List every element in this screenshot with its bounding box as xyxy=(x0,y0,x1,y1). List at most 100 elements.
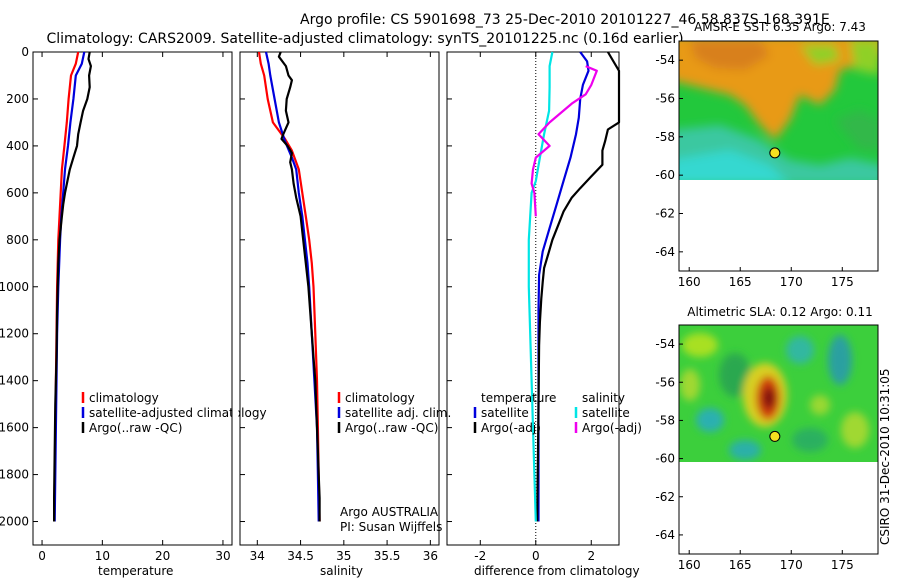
legend-title-salinity: salinity xyxy=(582,391,625,405)
sst-map-title: AMSR-E SST: 6.35 Argo: 7.43 xyxy=(694,20,866,34)
sla-map-empty-area xyxy=(679,462,878,554)
x-tick-label: 175 xyxy=(831,275,854,289)
x-tick-label: 10 xyxy=(95,549,110,563)
legend-label: satellite xyxy=(582,406,630,420)
temperature-xlabel: temperature xyxy=(98,564,173,578)
temperature-x-axis: 0 10 20 30 xyxy=(38,52,231,563)
sst-map-panel: AMSR-E SST: 6.35 Argo: 7.43 160 165 170 175… xyxy=(655,20,879,289)
x-tick-label: 30 xyxy=(215,549,230,563)
y-tick-label: -54 xyxy=(655,337,675,351)
x-tick-label: 160 xyxy=(678,558,701,572)
sla-map-panel: Altimetric SLA: 0.12 Argo: 0.11 160 165 xyxy=(655,305,879,572)
x-tick-label: 2 xyxy=(587,549,595,563)
sst-map-frame xyxy=(678,40,879,272)
salinity-xlabel: salinity xyxy=(320,564,363,578)
difference-x-axis: -2 0 2 xyxy=(447,51,595,563)
y-tick-label: -56 xyxy=(655,92,675,106)
legend-label: Argo(..raw -QC) xyxy=(89,421,182,435)
x-tick-label: 175 xyxy=(831,558,854,572)
x-tick-label: 34 xyxy=(250,549,265,563)
y-tick-label: -56 xyxy=(655,375,675,389)
header-line1: Argo profile: CS 5901698_73 25-Dec-2010 … xyxy=(300,12,830,28)
legend-label: climatology xyxy=(345,391,415,405)
argo-position-marker xyxy=(769,147,781,159)
temperature-axes-frame xyxy=(32,51,233,546)
legend-label: Argo(-adj) xyxy=(582,421,642,435)
sst-map-empty-area xyxy=(679,180,878,271)
y-tick-label: -54 xyxy=(655,53,675,67)
y-tick-label: 1200 xyxy=(0,327,29,341)
x-tick-label: 165 xyxy=(729,275,752,289)
legend-title-temperature: temperature xyxy=(481,391,556,405)
y-tick-label: 2000 xyxy=(0,515,29,529)
y-tick-label: 600 xyxy=(6,186,29,200)
series-line-argo-raw-qc- xyxy=(52,51,93,522)
series-line-argo-raw-qc- xyxy=(277,51,321,522)
credit-text: CSIRO 31-Dec-2010 10:31:05 xyxy=(878,368,892,545)
x-tick-label: 0 xyxy=(38,549,46,563)
header-line2: Climatology: CARS2009. Satellite-adjuste… xyxy=(46,31,683,47)
sla-heatmap xyxy=(679,325,878,462)
argo-position-marker xyxy=(769,430,781,442)
x-tick-label: 34.5 xyxy=(287,549,314,563)
x-tick-label: 170 xyxy=(780,275,803,289)
y-tick-label: 1000 xyxy=(0,280,29,294)
series-line-salinity-argo-adj- xyxy=(530,65,598,217)
legend-clip xyxy=(232,390,239,420)
salinity-note-pi: PI: Susan Wijffels xyxy=(340,520,442,534)
y-tick-label: -62 xyxy=(655,207,675,221)
x-tick-label: 0 xyxy=(532,549,540,563)
y-tick-label: 1400 xyxy=(0,374,29,388)
sst-map-axes: 160 165 170 175 -54 -56 -58 -60 -62 -64 xyxy=(655,53,853,289)
y-tick-label: 800 xyxy=(6,233,29,247)
series-line-climatology xyxy=(257,51,321,522)
salinity-note-agency: Argo AUSTRALIA xyxy=(340,505,439,519)
x-tick-label: -2 xyxy=(474,549,486,563)
x-tick-label: 170 xyxy=(780,558,803,572)
y-tick-label: -64 xyxy=(655,528,675,542)
y-tick-label: -64 xyxy=(655,245,675,259)
salinity-panel: 34 34.5 35 35.5 36 salinity climatology sate… xyxy=(239,51,451,578)
temperature-series xyxy=(52,51,93,522)
y-tick-label: -60 xyxy=(655,452,675,466)
y-tick-label: -58 xyxy=(655,130,675,144)
y-tick-label: 1800 xyxy=(0,468,29,482)
sla-map-title: Altimetric SLA: 0.12 Argo: 0.11 xyxy=(687,305,872,319)
series-line-salinity-satellite xyxy=(527,51,554,522)
y-tick-label: 400 xyxy=(6,139,29,153)
x-tick-label: 36 xyxy=(423,549,438,563)
sla-map-frame xyxy=(678,324,879,555)
difference-axes-frame xyxy=(446,51,620,546)
depth-axis: 0 200 400 600 800 1000 1200 1400 1600 1800 2000 xyxy=(0,45,38,529)
legend-label: satellite xyxy=(481,406,529,420)
legend-label: climatology xyxy=(89,391,159,405)
legend-label: Argo(-adj) xyxy=(481,421,541,435)
sst-heatmap xyxy=(679,41,878,180)
difference-legend: temperature satellite Argo(-adj) salinit… xyxy=(473,391,642,435)
x-tick-label: 20 xyxy=(155,549,170,563)
y-tick-label: 0 xyxy=(21,45,29,59)
x-tick-label: 165 xyxy=(729,558,752,572)
y-tick-label: 200 xyxy=(6,92,29,106)
x-tick-label: 35.5 xyxy=(374,549,401,563)
series-line-temperature-argo-adj- xyxy=(536,51,621,522)
legend-label: Argo(..raw -QC) xyxy=(345,421,438,435)
y-tick-label: -60 xyxy=(655,168,675,182)
difference-xlabel: difference from climatology xyxy=(474,564,640,578)
temperature-panel: 0 200 400 600 800 1000 1200 1400 1600 1800 2000 0 1… xyxy=(0,45,267,578)
x-tick-label: 160 xyxy=(678,275,701,289)
sla-map-axes: 160 165 170 175 -54 -56 -58 -60 -62 -64 xyxy=(655,337,853,572)
salinity-series xyxy=(257,51,321,522)
legend-label: satellite-adjusted climatology xyxy=(89,406,267,420)
temperature-legend: climatology satellite-adjusted climatolo… xyxy=(81,391,267,435)
x-tick-label: 35 xyxy=(336,549,351,563)
salinity-axes-frame xyxy=(239,51,440,546)
y-tick-label: 1600 xyxy=(0,421,29,435)
difference-panel: -2 0 2 difference from climatology tempera… xyxy=(446,51,642,578)
difference-series xyxy=(527,51,621,522)
salinity-x-axis: 34 34.5 35 35.5 36 xyxy=(240,51,438,563)
salinity-legend: climatology satellite adj. clim. Argo(..… xyxy=(337,391,451,435)
legend-label: satellite adj. clim. xyxy=(345,406,451,420)
y-tick-label: -62 xyxy=(655,490,675,504)
